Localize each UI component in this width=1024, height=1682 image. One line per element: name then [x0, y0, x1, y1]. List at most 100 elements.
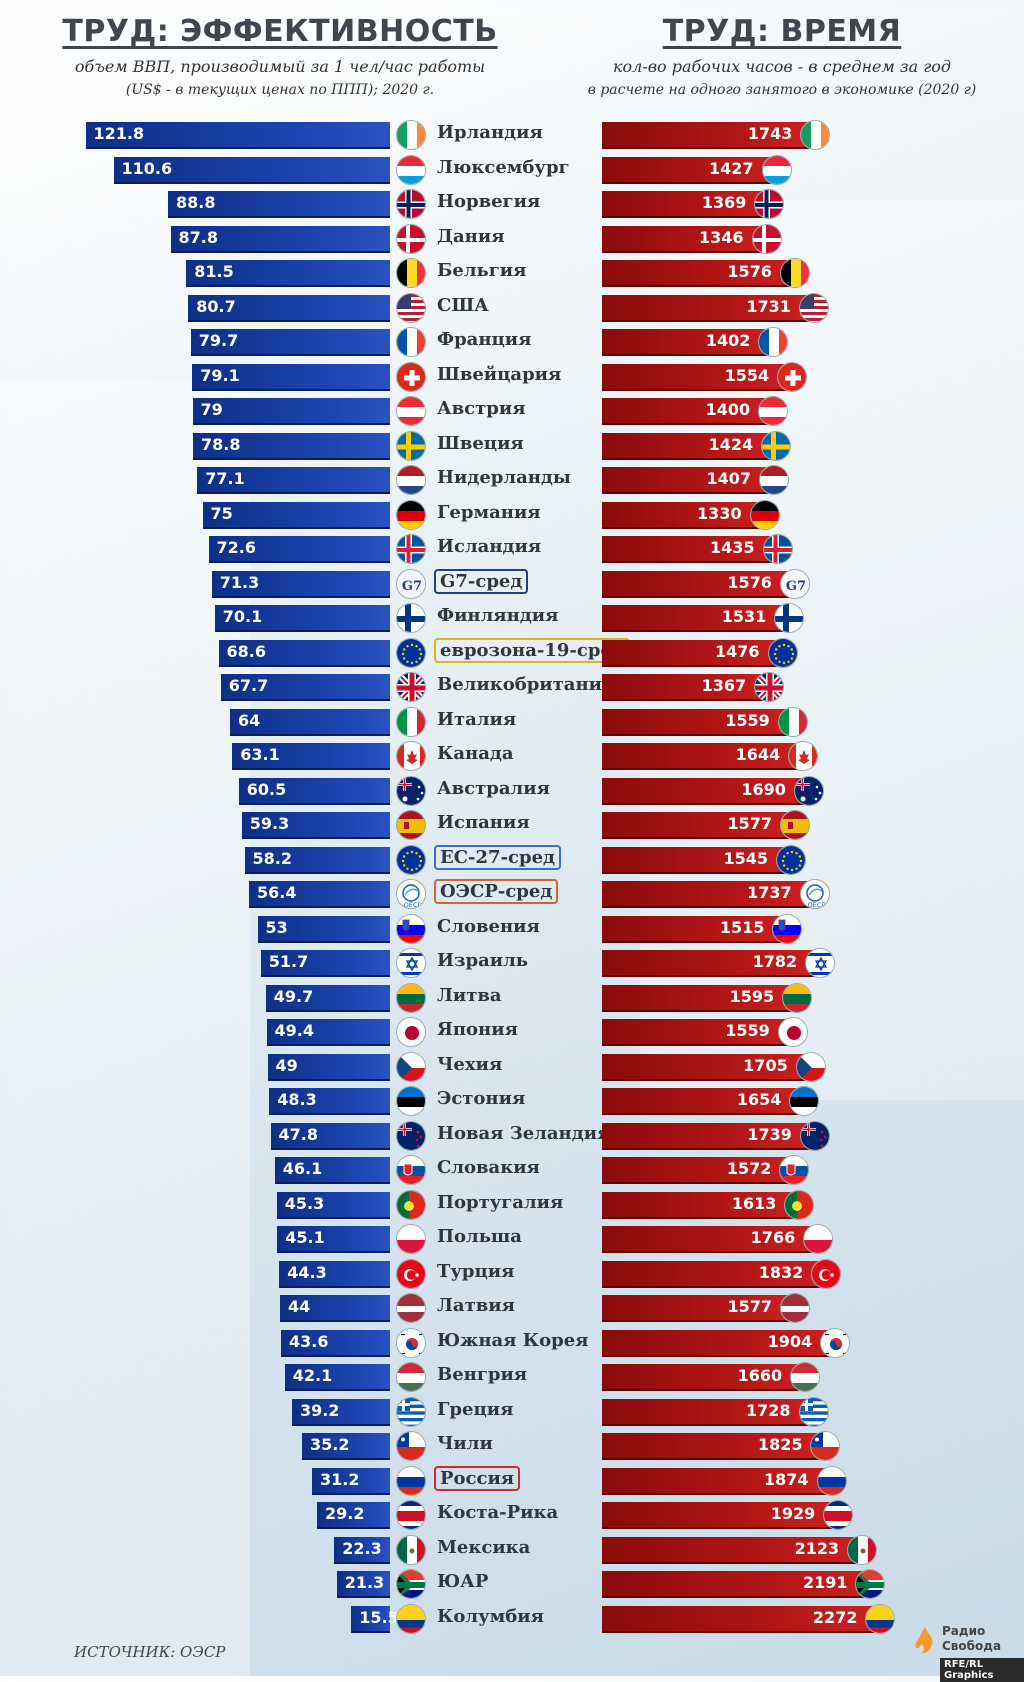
flag-icon: OECD — [396, 879, 426, 909]
productivity-value-label: 77.1 — [205, 469, 245, 488]
country-label: Бельгия — [437, 260, 527, 281]
flag-icon — [396, 292, 426, 323]
productivity-bar: 45.3 — [276, 1191, 390, 1219]
flag-icon — [396, 1258, 426, 1289]
flag-icon — [396, 258, 426, 288]
left-chart-subtitle: объем ВВП, производимый за 1 чел/час раб… — [74, 57, 486, 76]
hours-value-label: 2191 — [802, 1573, 848, 1592]
productivity-value-label: 68.6 — [226, 641, 266, 661]
country-label: Великобритания — [437, 674, 616, 695]
hours-value-label: 1644 — [735, 745, 781, 764]
hours-value-label: 1424 — [708, 434, 754, 454]
productivity-value-label: 42.1 — [292, 1366, 333, 1385]
hours-bar: 1559 — [602, 1019, 794, 1046]
country-label: Словения — [437, 915, 540, 937]
flag-icon — [396, 1603, 426, 1634]
country-label: США — [437, 294, 489, 316]
productivity-value-label: 121.8 — [93, 124, 145, 143]
svg-text:G7: G7 — [402, 579, 422, 594]
productivity-value-label: 49.7 — [273, 986, 314, 1006]
chart-row: 15.5 Колумбия 2272 — [0, 1602, 1024, 1636]
productivity-bar: 63.1 — [232, 743, 390, 770]
hours-bar: 1832 — [602, 1260, 828, 1288]
country-label: Канада — [437, 743, 514, 764]
chart-row: 79.7 Франция 1402 — [0, 325, 1024, 359]
hours-bar: 1554 — [602, 363, 794, 391]
flag-icon — [810, 1431, 841, 1461]
chart-row: 56.4 OECD ОЭСР-сред 1737 OECD — [0, 877, 1024, 911]
productivity-bar: 35.2 — [302, 1433, 390, 1460]
flag-icon — [396, 1051, 426, 1082]
flag-icon — [789, 1086, 820, 1116]
hours-value-label: 1660 — [737, 1366, 783, 1385]
chart-row: 80.7 США 1731 — [0, 291, 1024, 325]
hours-bar: 1400 — [602, 398, 775, 425]
hours-bar: 1515 — [602, 915, 789, 943]
productivity-value-label: 88.8 — [176, 193, 216, 212]
country-label: Турция — [437, 1260, 515, 1282]
hours-value-label: 1515 — [719, 917, 765, 937]
productivity-value-label: 59.3 — [249, 814, 290, 833]
productivity-bar: 77.1 — [197, 467, 390, 494]
flag-icon — [396, 948, 426, 978]
chart-row: 43.6 Южная Корея 1904 — [0, 1326, 1024, 1360]
flag-icon — [779, 1155, 810, 1185]
productivity-value-label: 43.6 — [289, 1331, 329, 1351]
flag-icon — [758, 396, 789, 426]
chart-row: 60.5 Австралия 1690 — [0, 774, 1024, 808]
flag-icon — [788, 741, 819, 771]
productivity-value-label: 29.2 — [325, 1504, 365, 1523]
flag-icon — [396, 189, 426, 219]
flag-icon — [396, 1017, 426, 1047]
hours-value-label: 1825 — [757, 1435, 803, 1454]
productivity-value-label: 79.1 — [200, 365, 240, 385]
flag-icon — [396, 810, 426, 840]
hours-value-label: 1346 — [699, 227, 744, 247]
productivity-value-label: 72.6 — [216, 538, 256, 557]
chart-row: 48.3 Эстония 1654 — [0, 1084, 1024, 1118]
country-label: Чехия — [437, 1053, 503, 1075]
country-label: Португалия — [437, 1191, 564, 1213]
productivity-bar: 121.8 — [85, 122, 390, 149]
country-label: Ирландия — [437, 122, 543, 143]
chart-row: 72.6 Исландия 1435 — [0, 532, 1024, 566]
country-label: Россия — [434, 1465, 521, 1491]
productivity-value-label: 22.3 — [342, 1538, 382, 1558]
flag-icon — [396, 672, 426, 702]
country-label: Швейцария — [437, 363, 562, 385]
hours-bar: 1531 — [602, 605, 791, 632]
hours-value-label: 1559 — [725, 1021, 770, 1040]
productivity-bar: 64 — [230, 708, 390, 736]
productivity-value-label: 46.1 — [282, 1159, 323, 1178]
flag-icon: G7 — [396, 568, 426, 599]
hours-value-label: 1731 — [746, 296, 791, 316]
chart-row: 51.7 Израиль 1782 — [0, 946, 1024, 980]
hours-value-label: 1904 — [767, 1331, 813, 1351]
productivity-bar: 49.4 — [266, 1019, 390, 1046]
hours-bar: 1577 — [602, 1295, 796, 1322]
productivity-bar: 44 — [280, 1295, 390, 1322]
graphics-credit: RFE/RL Graphics — [940, 1658, 1024, 1682]
productivity-bar: 79.1 — [192, 363, 390, 391]
flag-icon — [816, 1465, 847, 1496]
hours-value-label: 1369 — [701, 193, 747, 212]
hours-value-label: 1782 — [752, 952, 798, 971]
country-label: Эстония — [437, 1088, 526, 1109]
hours-value-label: 1595 — [729, 986, 775, 1006]
hours-bar: 1576 — [602, 570, 796, 598]
hours-bar: 1743 — [602, 122, 817, 149]
hours-value-label: 1476 — [715, 641, 760, 661]
productivity-bar: 59.3 — [241, 812, 390, 839]
flag-icon — [777, 1017, 808, 1047]
productivity-bar: 60.5 — [238, 777, 390, 805]
radio-svoboda-logo: Радио Свобода — [912, 1624, 1001, 1660]
hours-bar: 1825 — [602, 1433, 827, 1460]
productivity-value-label: 35.2 — [310, 1435, 350, 1454]
flag-icon — [855, 1569, 886, 1599]
hours-value-label: 1577 — [727, 814, 772, 833]
hours-value-label: 1929 — [770, 1504, 816, 1523]
background-pane — [0, 380, 250, 1680]
hours-value-label: 1690 — [741, 779, 786, 799]
flag-icon — [396, 396, 426, 426]
